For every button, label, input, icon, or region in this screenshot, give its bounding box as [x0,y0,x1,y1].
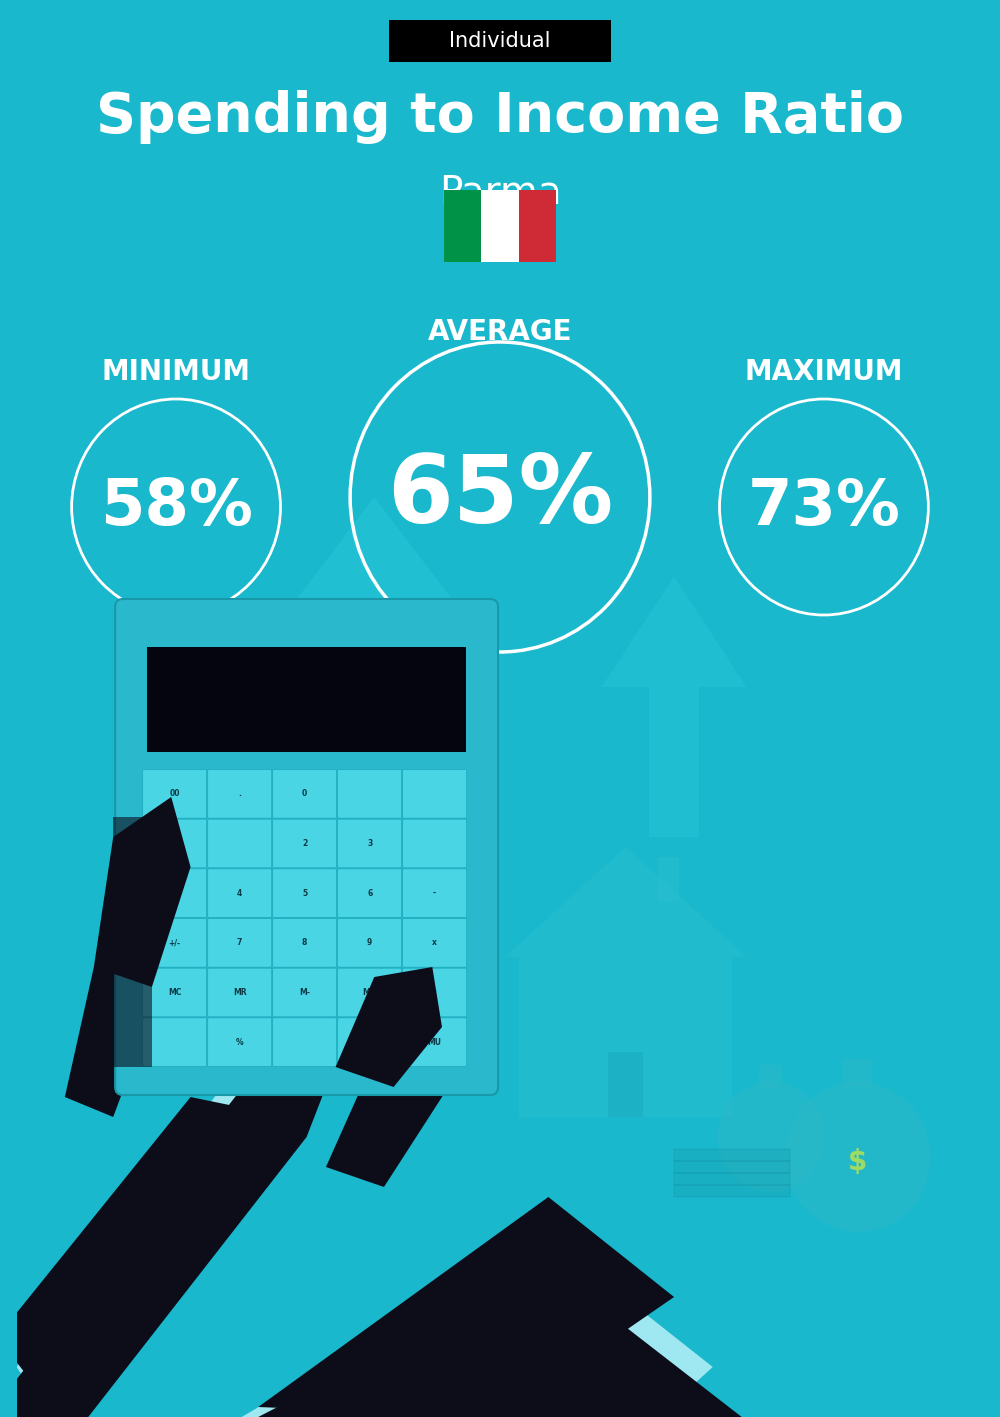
FancyBboxPatch shape [403,819,467,867]
Text: 7: 7 [237,938,242,948]
Text: 58%: 58% [100,476,252,538]
Text: C/A: C/A [168,839,182,847]
Text: M+: M+ [363,988,377,998]
FancyBboxPatch shape [519,190,556,262]
FancyBboxPatch shape [338,968,402,1017]
FancyBboxPatch shape [143,918,207,968]
FancyBboxPatch shape [208,769,272,818]
Polygon shape [336,966,442,1087]
FancyBboxPatch shape [674,1173,790,1185]
Text: 0: 0 [302,789,307,798]
FancyBboxPatch shape [147,648,466,752]
Polygon shape [16,1077,307,1417]
FancyBboxPatch shape [208,968,272,1017]
Text: Spending to Income Ratio: Spending to Income Ratio [96,91,904,145]
FancyBboxPatch shape [338,1017,402,1067]
Polygon shape [65,937,162,1117]
FancyBboxPatch shape [759,1066,782,1087]
Text: ▶: ▶ [172,888,178,897]
FancyBboxPatch shape [338,869,402,917]
Text: MINIMUM: MINIMUM [102,359,251,385]
Text: MAXIMUM: MAXIMUM [745,359,903,385]
FancyBboxPatch shape [674,1161,790,1173]
Polygon shape [191,1237,713,1417]
FancyBboxPatch shape [208,1017,272,1067]
Text: %: % [236,1037,243,1047]
Polygon shape [162,1267,742,1417]
FancyBboxPatch shape [208,918,272,968]
Text: 3: 3 [367,839,372,847]
FancyBboxPatch shape [403,769,467,818]
FancyBboxPatch shape [208,869,272,917]
FancyBboxPatch shape [338,819,402,867]
FancyBboxPatch shape [843,1058,872,1087]
Text: :: : [433,988,436,998]
FancyBboxPatch shape [674,1149,790,1161]
Polygon shape [0,1097,287,1387]
FancyBboxPatch shape [649,687,699,837]
Text: 8: 8 [302,938,307,948]
FancyBboxPatch shape [337,638,412,818]
Text: +/-: +/- [169,938,181,948]
FancyBboxPatch shape [403,869,467,917]
Text: AVERAGE: AVERAGE [428,317,572,346]
Text: Parma: Parma [439,173,561,211]
FancyBboxPatch shape [143,1017,207,1067]
FancyBboxPatch shape [115,599,498,1095]
Text: 6: 6 [367,888,372,897]
FancyBboxPatch shape [143,769,207,818]
FancyBboxPatch shape [143,819,207,867]
FancyBboxPatch shape [608,1051,643,1117]
Polygon shape [94,796,191,988]
Polygon shape [0,1067,326,1417]
FancyBboxPatch shape [338,918,402,968]
FancyBboxPatch shape [273,968,337,1017]
Text: 2: 2 [302,839,307,847]
FancyBboxPatch shape [143,968,207,1017]
Polygon shape [505,847,747,956]
Text: M-: M- [299,988,310,998]
FancyBboxPatch shape [208,819,272,867]
Text: MU: MU [428,1037,442,1047]
FancyBboxPatch shape [519,956,732,1117]
FancyBboxPatch shape [403,1017,467,1067]
Polygon shape [258,1197,674,1417]
FancyBboxPatch shape [273,869,337,917]
FancyBboxPatch shape [658,857,679,903]
Polygon shape [268,497,481,638]
Polygon shape [326,1017,461,1187]
FancyBboxPatch shape [273,769,337,818]
Text: x: x [432,938,437,948]
Text: 65%: 65% [387,451,613,543]
FancyBboxPatch shape [338,769,402,818]
Polygon shape [602,577,747,687]
Text: $: $ [848,1148,867,1176]
Text: -: - [433,888,436,897]
Circle shape [785,1083,930,1231]
FancyBboxPatch shape [143,869,207,917]
Text: .: . [238,789,241,798]
Text: 73%: 73% [748,476,900,538]
Text: MC: MC [168,988,181,998]
FancyBboxPatch shape [403,918,467,968]
FancyBboxPatch shape [273,918,337,968]
FancyBboxPatch shape [481,190,519,262]
FancyBboxPatch shape [403,968,467,1017]
Text: Individual: Individual [449,31,551,51]
FancyBboxPatch shape [273,819,337,867]
Text: 00: 00 [169,789,180,798]
Text: 9: 9 [367,938,372,948]
FancyBboxPatch shape [444,190,481,262]
Circle shape [718,1083,824,1192]
Text: 4: 4 [237,888,242,897]
FancyBboxPatch shape [389,20,611,62]
Polygon shape [113,818,152,1067]
Text: 5: 5 [302,888,307,897]
Text: MR: MR [233,988,246,998]
FancyBboxPatch shape [273,1017,337,1067]
FancyBboxPatch shape [674,1185,790,1197]
